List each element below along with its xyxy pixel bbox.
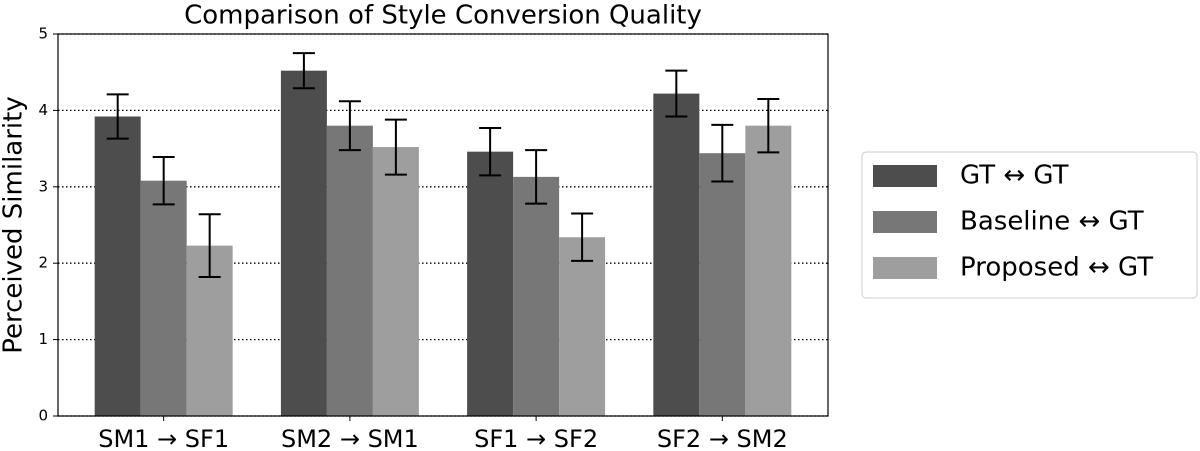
bar — [699, 153, 746, 416]
bar — [140, 180, 187, 416]
error-bar — [106, 93, 129, 140]
bar — [513, 176, 560, 416]
bar — [326, 125, 373, 417]
bar — [372, 147, 419, 416]
y-tick-label: 3 — [38, 177, 48, 195]
error-bar — [292, 52, 315, 90]
chart-title: Comparison of Style Conversion Quality — [184, 1, 702, 31]
bar — [94, 116, 141, 417]
legend-label: GT ↔ GT — [960, 161, 1069, 191]
y-tick-label: 4 — [38, 101, 48, 119]
legend-box — [861, 151, 1198, 299]
y-tick-label: 2 — [38, 254, 48, 272]
bar — [745, 125, 792, 417]
error-bar — [479, 126, 502, 177]
error-bar — [152, 156, 175, 206]
y-axis-label: Perceived Similarity — [0, 96, 29, 353]
bar — [653, 93, 700, 416]
x-tick-label: SM2 → SM1 — [281, 425, 419, 451]
legend-swatch — [873, 211, 937, 233]
error-bar — [384, 118, 407, 176]
error-bar — [198, 213, 221, 278]
y-tick-label: 1 — [38, 330, 48, 348]
y-tick-label: 5 — [38, 25, 48, 43]
error-bar — [711, 123, 734, 183]
legend-swatch — [873, 165, 937, 187]
x-tick-label: SF2 → SM2 — [657, 425, 788, 451]
error-bar — [338, 100, 361, 152]
legend-label: Baseline ↔ GT — [960, 207, 1144, 237]
error-bar — [665, 69, 688, 118]
plot-frame — [57, 33, 829, 417]
error-bar — [571, 212, 594, 262]
error-bar — [757, 97, 780, 154]
error-bar — [525, 149, 548, 205]
bar — [280, 70, 327, 416]
x-tick-label: SM1 → SF1 — [98, 425, 229, 451]
y-tick-label: 0 — [38, 407, 48, 425]
x-tick-label: SF1 → SF2 — [474, 425, 598, 451]
legend-label: Proposed ↔ GT — [960, 253, 1153, 283]
bar — [559, 237, 606, 416]
bar — [467, 151, 514, 416]
legend-swatch — [873, 257, 937, 279]
